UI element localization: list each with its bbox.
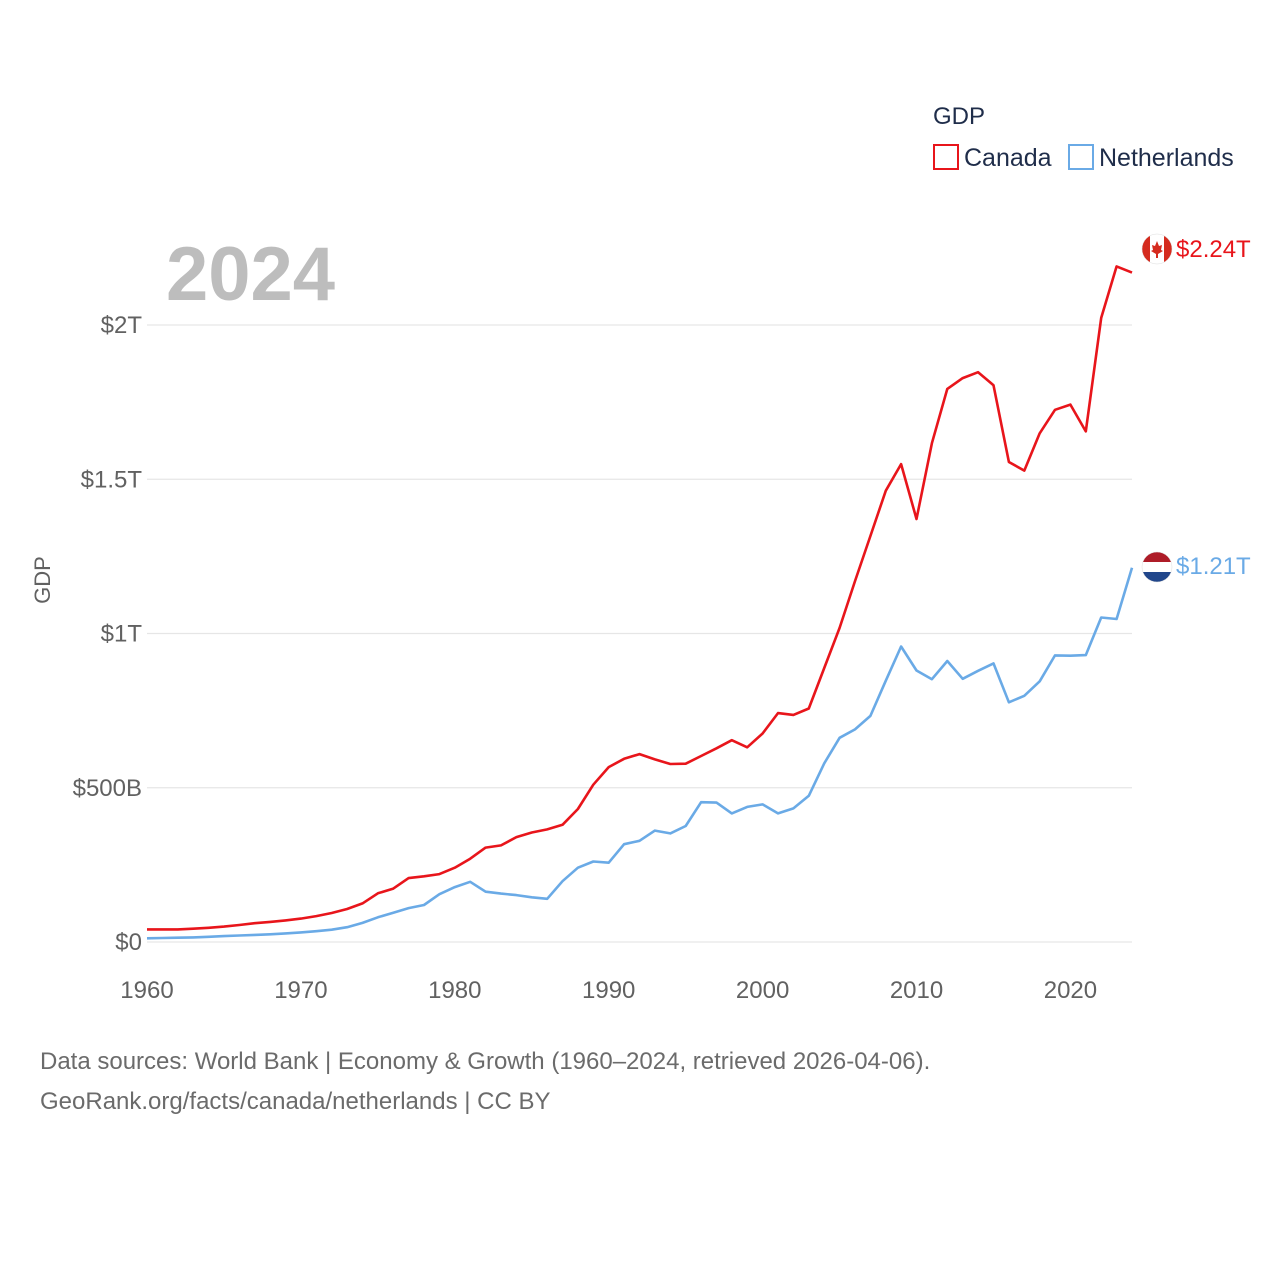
x-tick-label: 2020 <box>1044 977 1097 1004</box>
source-line-1: Data sources: World Bank | Economy & Gro… <box>40 1048 931 1075</box>
legend-item-canada[interactable]: Canada <box>933 144 1052 172</box>
x-tick-label: 1960 <box>120 977 173 1004</box>
y-axis-ticks: $0 $500B $1T $1.5T $2T <box>73 312 143 956</box>
y-tick-label: $1.5T <box>81 466 143 493</box>
canada-flag-icon <box>1142 234 1172 264</box>
y-axis-label: GDP <box>30 556 55 604</box>
gridlines <box>147 324 1132 943</box>
x-tick-label: 1980 <box>428 977 481 1004</box>
series-lines <box>146 265 1134 940</box>
legend-item-netherlands[interactable]: Netherlands <box>1068 144 1234 172</box>
legend[interactable]: GDP Canada Netherlands <box>933 103 1234 172</box>
y-tick-label: $500B <box>73 775 142 802</box>
legend-label-netherlands: Netherlands <box>1099 144 1234 172</box>
x-tick-label: 2000 <box>736 977 789 1004</box>
x-tick-label: 1990 <box>582 977 635 1004</box>
source-line-2: GeoRank.org/facts/canada/netherlands | C… <box>40 1088 551 1115</box>
netherlands-flag-icon <box>1142 552 1172 582</box>
end-label-netherlands: $1.21T <box>1176 553 1251 580</box>
y-tick-label: $0 <box>115 929 142 956</box>
source-note: Data sources: World Bank | Economy & Gro… <box>40 1042 1240 1122</box>
legend-swatch-canada <box>933 144 959 170</box>
netherlands-flag-border <box>1141 551 1173 583</box>
x-tick-label: 2010 <box>890 977 943 1004</box>
series-line-netherlands[interactable] <box>146 567 1134 940</box>
end-label-canada: $2.24T <box>1176 236 1251 263</box>
x-tick-label: 1970 <box>274 977 327 1004</box>
legend-swatch-netherlands <box>1068 144 1094 170</box>
legend-label-canada: Canada <box>964 144 1052 172</box>
canada-flag-border <box>1141 233 1173 265</box>
year-label: 2024 <box>166 232 335 317</box>
y-tick-label: $1T <box>101 621 143 648</box>
legend-title: GDP <box>933 103 985 130</box>
y-tick-label: $2T <box>101 312 143 339</box>
series-line-canada[interactable] <box>147 265 1133 931</box>
x-axis-ticks: 1960 1970 1980 1990 2000 2010 2020 <box>120 977 1097 1004</box>
